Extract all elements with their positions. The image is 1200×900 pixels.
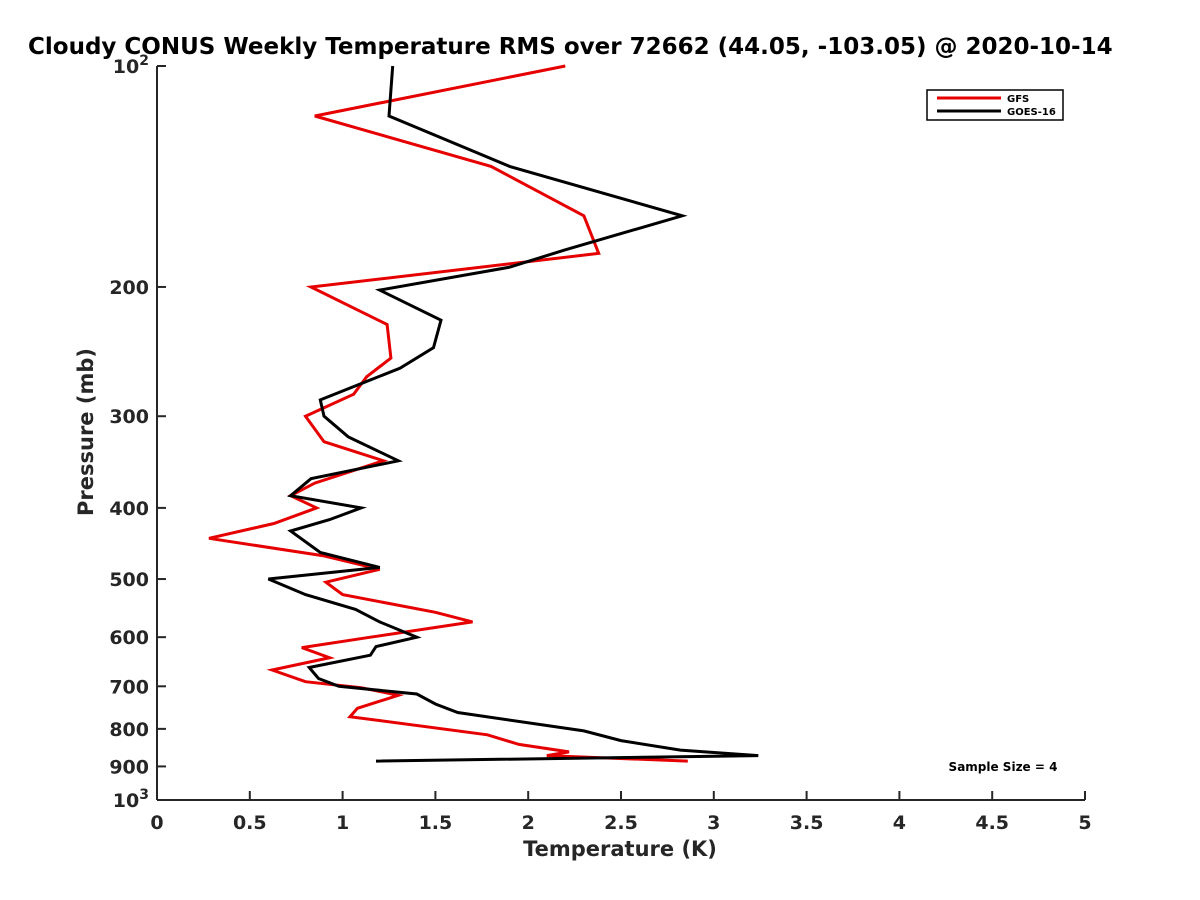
series-line-gfs xyxy=(208,64,688,763)
y-axis-label: Pressure (mb) xyxy=(74,348,98,516)
x-tick-label: 3.5 xyxy=(790,812,824,834)
x-tick-label: 4 xyxy=(893,812,906,834)
y-tick-label: 103 xyxy=(113,787,149,812)
y-tick-label: 102 xyxy=(113,53,149,78)
x-tick-label: 1 xyxy=(336,812,349,834)
legend: GFS GOES-16 xyxy=(926,89,1064,121)
x-tick-label: 3 xyxy=(707,812,720,834)
legend-label: GOES-16 xyxy=(1007,107,1056,118)
x-tick-label: 2.5 xyxy=(604,812,638,834)
x-tick-label: 5 xyxy=(1078,812,1091,834)
y-tick-label: 800 xyxy=(109,719,149,741)
chart-title: Cloudy CONUS Weekly Temperature RMS over… xyxy=(28,34,1113,60)
x-axis-label: Temperature (K) xyxy=(523,837,717,861)
y-tick-label: 500 xyxy=(109,569,149,591)
y-tick-label: 400 xyxy=(109,498,149,520)
y-tick-label: 900 xyxy=(109,756,149,778)
x-tick-label: 0.5 xyxy=(233,812,267,834)
legend-label: GFS xyxy=(1007,94,1029,105)
x-tick-label: 1.5 xyxy=(419,812,453,834)
x-tick-label: 2 xyxy=(522,812,535,834)
x-tick-label: 4.5 xyxy=(975,812,1009,834)
legend-box xyxy=(926,89,1064,121)
y-tick-label: 300 xyxy=(109,406,149,428)
sample-size-annotation: Sample Size = 4 xyxy=(949,760,1058,774)
x-tick-label: 0 xyxy=(150,812,163,834)
axes: 0 0.5 1 1.5 2 2.5 3 3.5 4 4.5 5 102 200 300 400 500 600 7… xyxy=(109,53,1091,834)
series-layer xyxy=(208,64,759,763)
y-tick-label: 700 xyxy=(109,676,149,698)
y-tick-label: 200 xyxy=(109,277,149,299)
series-line-goes-16 xyxy=(267,65,759,763)
y-tick-label: 600 xyxy=(109,627,149,649)
